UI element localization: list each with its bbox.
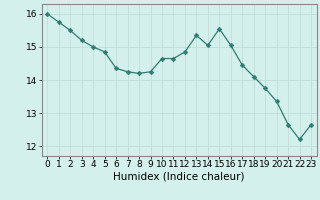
X-axis label: Humidex (Indice chaleur): Humidex (Indice chaleur) (114, 172, 245, 182)
